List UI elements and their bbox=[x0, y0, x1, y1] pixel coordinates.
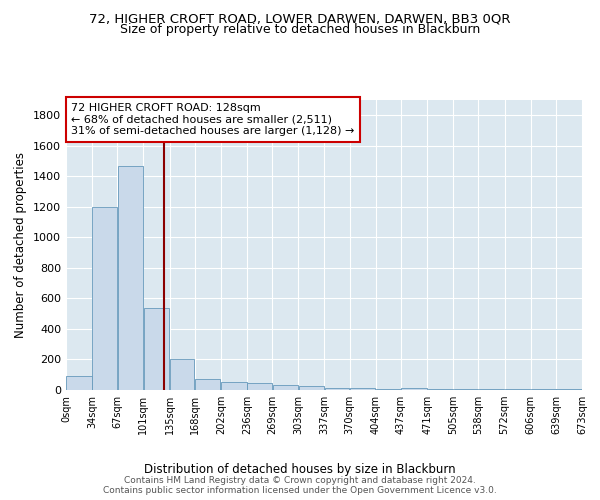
Text: Contains HM Land Registry data © Crown copyright and database right 2024.
Contai: Contains HM Land Registry data © Crown c… bbox=[103, 476, 497, 495]
Bar bbox=[118, 166, 143, 390]
Bar bbox=[556, 389, 581, 390]
Bar bbox=[299, 386, 324, 390]
Bar bbox=[350, 388, 376, 390]
Bar bbox=[247, 383, 272, 390]
Bar bbox=[479, 389, 504, 390]
Y-axis label: Number of detached properties: Number of detached properties bbox=[14, 152, 28, 338]
Bar bbox=[376, 389, 401, 390]
Bar bbox=[428, 389, 453, 390]
Text: Distribution of detached houses by size in Blackburn: Distribution of detached houses by size … bbox=[144, 462, 456, 475]
Bar bbox=[195, 378, 220, 390]
Text: 72 HIGHER CROFT ROAD: 128sqm
← 68% of detached houses are smaller (2,511)
31% of: 72 HIGHER CROFT ROAD: 128sqm ← 68% of de… bbox=[71, 103, 355, 136]
Bar bbox=[401, 388, 427, 390]
Bar bbox=[505, 389, 530, 390]
Bar bbox=[67, 376, 92, 390]
Bar bbox=[170, 358, 194, 390]
Bar bbox=[272, 384, 298, 390]
Bar bbox=[144, 308, 169, 390]
Bar bbox=[531, 389, 556, 390]
Bar bbox=[325, 388, 349, 390]
Text: Size of property relative to detached houses in Blackburn: Size of property relative to detached ho… bbox=[120, 22, 480, 36]
Bar bbox=[454, 389, 478, 390]
Bar bbox=[92, 207, 117, 390]
Text: 72, HIGHER CROFT ROAD, LOWER DARWEN, DARWEN, BB3 0QR: 72, HIGHER CROFT ROAD, LOWER DARWEN, DAR… bbox=[89, 12, 511, 26]
Bar bbox=[221, 382, 247, 390]
